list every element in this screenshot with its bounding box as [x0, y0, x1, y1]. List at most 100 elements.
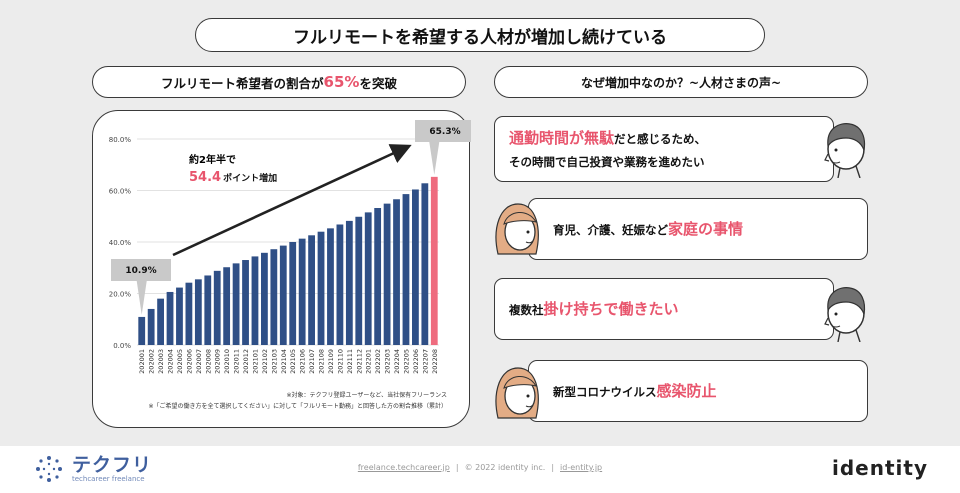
- x-tick-label: 202204: [393, 349, 401, 374]
- bar-202107: [308, 235, 315, 345]
- left-header-highlight: 65%: [323, 73, 360, 91]
- techfree-logo: テクフリ techcareer freelance: [34, 454, 152, 484]
- x-tick-label: 202110: [336, 349, 344, 374]
- x-tick-label: 202011: [233, 349, 241, 374]
- x-tick-label: 202203: [384, 349, 392, 374]
- voice-3-highlight: 掛け持ちで働きたい: [543, 299, 679, 318]
- voice-4-pre: 新型コロナウイルス: [553, 384, 657, 399]
- male-avatar-icon: [824, 123, 866, 178]
- bar-202112: [355, 216, 363, 345]
- bar-202003: [157, 298, 164, 345]
- bar-202101: [251, 256, 259, 345]
- right-header-text: なぜ増加中なのか？~人材さまの声~: [580, 75, 782, 90]
- right-section-header: なぜ増加中なのか？~人材さまの声~: [494, 66, 868, 98]
- dot-cluster-logo-icon: [36, 456, 62, 482]
- bar-202108: [317, 231, 325, 345]
- bar-202001: [138, 316, 146, 345]
- techcareer-link[interactable]: freelance.techcareer.jp: [357, 463, 450, 472]
- y-tick-label: 0.0%: [113, 342, 131, 350]
- trend-arrow: [172, 144, 412, 257]
- annotation-line1: 約2年半で: [189, 153, 236, 166]
- annotation-unit: ポイント増加: [223, 172, 277, 184]
- voice-1-line1: 通勤時間が無駄だと感じるため、: [509, 124, 833, 153]
- bar-202208: [430, 176, 438, 345]
- voice-1-line2: その時間で自己投資や業務を進めたい: [509, 155, 705, 170]
- female-avatar-icon: [495, 367, 539, 419]
- annotation-value: 54.4: [189, 170, 221, 185]
- bar-202109: [327, 228, 334, 345]
- identity-link[interactable]: id-entity.jp: [560, 463, 603, 472]
- bar-202204: [393, 199, 400, 345]
- bar-202103: [270, 249, 278, 345]
- voice-3-pre: 複数社: [509, 302, 544, 317]
- bar-202202: [374, 208, 382, 345]
- bar-202002: [147, 308, 155, 345]
- bar-202105: [289, 242, 297, 345]
- voice-card-commute: 通勤時間が無駄だと感じるため、 その時間で自己投資や業務を進めたい: [494, 116, 834, 182]
- bar-202203: [383, 203, 391, 345]
- x-tick-label: 202201: [365, 349, 373, 374]
- x-tick-label: 202007: [195, 349, 203, 374]
- x-tick-label: 202206: [412, 349, 420, 374]
- footer-links: freelance.techcareer.jp | © 2022 identity …: [357, 463, 603, 472]
- voice-1-rest: だと感じるため、: [614, 131, 707, 146]
- x-tick-label: 202012: [242, 349, 250, 374]
- bar-202009: [213, 270, 221, 345]
- bar-202110: [336, 224, 344, 345]
- x-tick-label: 202202: [374, 349, 382, 374]
- x-tick-label: 202109: [327, 349, 335, 374]
- bar-202012: [242, 260, 249, 345]
- x-tick-label: 202207: [421, 349, 429, 374]
- chart-card: 0.0% 20.0% 40.0% 60.0% 80.0% 202001 202002 202…: [92, 110, 471, 428]
- x-tick-label: 202101: [251, 349, 259, 374]
- note-1: ※対象：テクフリ登録ユーザーなど、当社保有フリーランス: [287, 391, 448, 399]
- y-tick-label: 20.0%: [109, 291, 132, 299]
- x-tick-label: 202111: [346, 349, 354, 374]
- x-tick-label: 202004: [167, 349, 175, 374]
- voice-1-highlight: 通勤時間が無駄: [509, 128, 615, 147]
- bar-202010: [223, 267, 231, 345]
- bar-202011: [232, 263, 240, 345]
- bar-202102: [261, 252, 268, 345]
- left-section-header: フルリモート希望者の割合が 65% を突破: [92, 66, 466, 98]
- x-tick-label: 202005: [176, 349, 184, 374]
- remote-ratio-bar-chart: 0.0%20.0%40.0%60.0%80.0% 202001 202002 202…: [109, 120, 471, 410]
- callout-end-label: 65.3%: [429, 127, 460, 137]
- x-tick-label: 202108: [318, 349, 326, 374]
- x-tick-label: 202112: [355, 349, 363, 374]
- annotation-line2: 54.4 ポイント増加: [189, 170, 277, 185]
- voice-card-multiple-clients: 複数社掛け持ちで働きたい: [494, 278, 834, 340]
- bar-202004: [166, 291, 174, 345]
- voice-card-family: 育児、介護、妊娠など家庭の事情: [528, 198, 868, 260]
- footer: テクフリ techcareer freelance freelance.tech…: [0, 446, 960, 493]
- x-tick-label: 202001: [138, 349, 146, 374]
- bar-202006: [185, 282, 193, 345]
- note-2: ※「ご希望の働き方を全て選択してください」に対して「フルリモート勤務」と回答した…: [149, 402, 448, 410]
- female-avatar-icon: [495, 203, 539, 255]
- bar-202207: [421, 183, 429, 345]
- voice-2-pre: 育児、介護、妊娠など: [553, 222, 668, 237]
- copyright: © 2022 identity inc.: [464, 463, 546, 472]
- x-tick-label: 202006: [185, 349, 193, 374]
- bar-202008: [204, 275, 212, 345]
- brand-name: テクフリ: [72, 453, 153, 476]
- x-tick-label: 202205: [402, 349, 410, 374]
- callout-start-label: 10.9%: [125, 266, 156, 276]
- callout-end: 65.3%: [415, 120, 471, 175]
- callout-start: 10.9%: [111, 259, 171, 315]
- left-header-prefix: フルリモート希望者の割合が: [161, 75, 324, 91]
- bar-202111: [345, 220, 353, 345]
- x-tick-label: 202107: [308, 349, 316, 374]
- x-tick-label: 202104: [280, 349, 288, 374]
- y-tick-label: 80.0%: [109, 136, 132, 144]
- x-tick-label: 202009: [214, 349, 222, 374]
- x-tick-label: 202010: [223, 349, 231, 374]
- identity-logo: identity: [832, 456, 928, 480]
- y-tick-label: 40.0%: [109, 239, 132, 247]
- voice-card-infection: 新型コロナウイルス感染防止: [528, 360, 868, 422]
- bar-202007: [194, 279, 202, 345]
- x-tick-label: 202106: [299, 349, 307, 374]
- x-tick-label: 202102: [261, 349, 269, 374]
- male-avatar-icon: [824, 287, 866, 342]
- left-header-suffix: を突破: [359, 75, 397, 91]
